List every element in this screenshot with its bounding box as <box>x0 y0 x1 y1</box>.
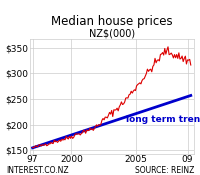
Text: INTEREST.CO.NZ: INTEREST.CO.NZ <box>6 166 69 175</box>
Title: Median house prices: Median house prices <box>51 15 173 28</box>
Text: long term trend: long term trend <box>126 115 200 124</box>
Text: NZ$(000): NZ$(000) <box>89 29 135 39</box>
Text: SOURCE: REINZ: SOURCE: REINZ <box>135 166 194 175</box>
